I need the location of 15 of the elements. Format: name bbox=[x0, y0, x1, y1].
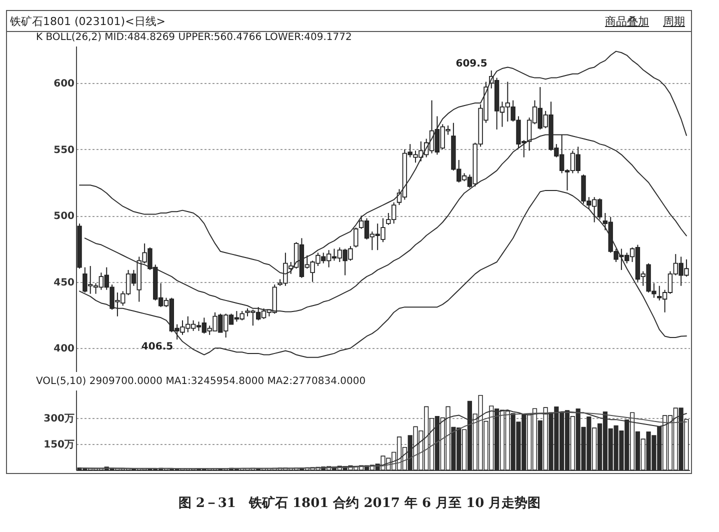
text: 商品叠加 bbox=[605, 15, 649, 28]
annotation: 609.5 bbox=[456, 58, 488, 70]
chart-subtitle: K BOLL(26,2) MID:484.8269 UPPER:560.4766 LOWER:409.1772 bbox=[36, 32, 352, 43]
y-tick-label: 450 bbox=[54, 277, 75, 288]
caption: 图 2－31 铁矿石 1801 合约 2017 年 6 月至 10 月走势图 bbox=[177, 494, 542, 512]
y-tick-label: 400 bbox=[54, 344, 75, 355]
chart-title: 铁矿石1801 (023101)<日线> bbox=[10, 14, 166, 29]
y-tick-label: 300万 bbox=[44, 413, 74, 424]
y-tick-label: 500 bbox=[54, 211, 75, 222]
chart-subtitle: VOL(5,10) 2909700.0000 MA1:3245954.8000 MA2:2770834.0000 bbox=[36, 376, 366, 387]
y-tick-label: 150万 bbox=[44, 439, 74, 450]
text: 周期 bbox=[663, 15, 685, 28]
y-tick-label: 600 bbox=[54, 78, 75, 90]
annotation: 406.5 bbox=[141, 342, 174, 353]
y-tick-label: 550 bbox=[54, 144, 75, 156]
